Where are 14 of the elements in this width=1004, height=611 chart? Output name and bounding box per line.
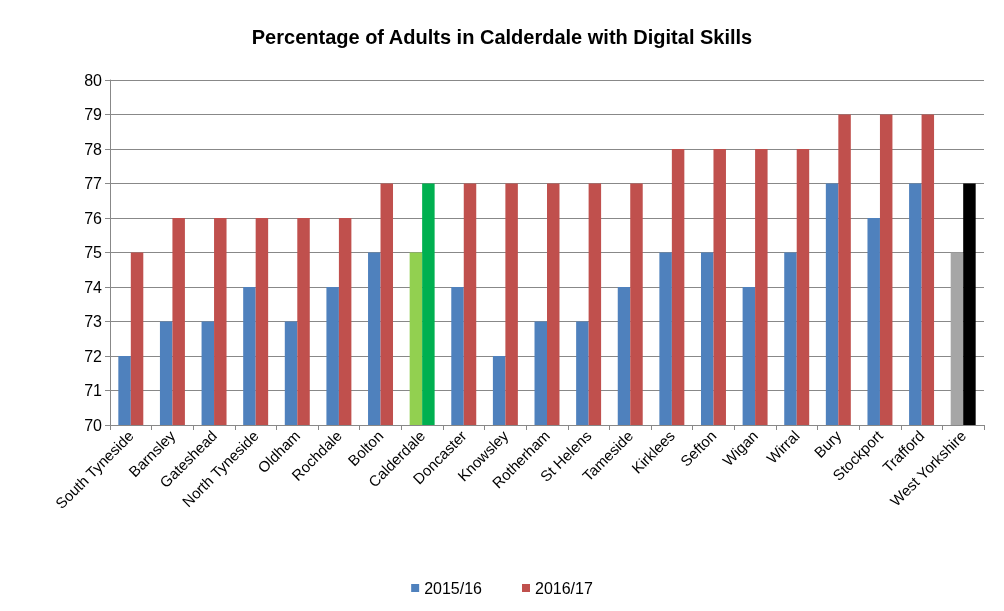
y-tick-label: 77: [84, 175, 103, 192]
y-tick-label: 72: [84, 347, 103, 365]
y-tick-label: 73: [84, 313, 103, 330]
y-tick-label: 70: [84, 416, 103, 434]
y-tick-label: 75: [84, 244, 103, 261]
y-tick-label: 76: [84, 209, 103, 227]
y-tick-label: 80: [84, 71, 103, 89]
y-tick-label: 74: [84, 278, 103, 296]
chart-title: Percentage of Adults in Calderdale with Digital Skills: [251, 26, 753, 48]
y-tick-label: 71: [84, 382, 103, 399]
y-tick-label: 78: [84, 140, 103, 158]
legend-label: 2016/17: [535, 579, 593, 597]
y-tick-label: 79: [84, 106, 103, 123]
legend-label: 2015/16: [424, 579, 483, 597]
